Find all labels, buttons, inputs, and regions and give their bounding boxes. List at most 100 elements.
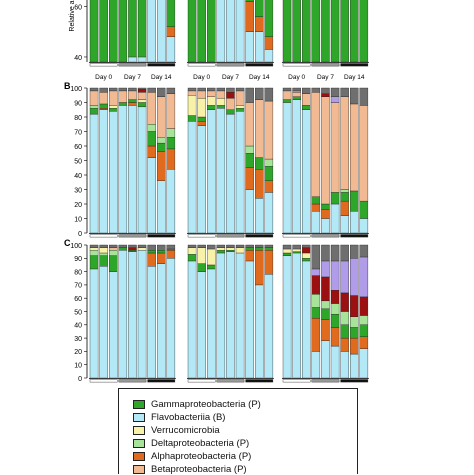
- bar-segment-grey: [282, 244, 292, 250]
- bar-segment-flavo: [245, 31, 254, 63]
- bar-segment-alpha: [264, 180, 274, 193]
- bar-segment-gamma: [128, 250, 137, 252]
- x-tick-label: Day 14: [249, 74, 270, 81]
- bar-segment-flavo: [235, 111, 245, 234]
- legend-label: Verrucomicrobia: [151, 424, 220, 436]
- bar-segment-grey: [128, 87, 137, 92]
- bar-segment-grey: [330, 244, 340, 262]
- bar-segment-delta: [321, 300, 330, 310]
- bar-segment-gamma: [166, 0, 176, 27]
- bar-segment-beta: [166, 93, 176, 129]
- bar-segment-verruco: [216, 97, 226, 106]
- bar-segment-verruco: [197, 97, 206, 118]
- bar-segment-alpha: [255, 250, 264, 286]
- bar-segment-gamma: [264, 166, 274, 181]
- bar-segment-gamma: [264, 247, 274, 251]
- bar-segment-beta: [109, 90, 118, 106]
- treatment-strip: [118, 234, 147, 238]
- y-tick-label: 10: [74, 216, 82, 223]
- bar-segment-alpha: [311, 317, 321, 352]
- bar-segment-grey: [226, 244, 235, 248]
- bar-segment-flavo: [89, 113, 99, 234]
- bar-segment-flavo: [137, 250, 147, 379]
- bar-segment-gamma: [255, 247, 264, 251]
- bar-segment-flavo: [118, 250, 128, 379]
- bar-segment-gamma: [359, 200, 369, 219]
- bar-segment-flavo: [109, 111, 118, 234]
- bar-segment-delta: [109, 250, 118, 256]
- bar-segment-grey: [157, 244, 166, 251]
- bar-segment-grey: [187, 87, 197, 92]
- bar-segment-grey: [311, 244, 321, 270]
- legend-item-alpha: Alphaproteobacteria (P): [133, 450, 251, 462]
- bar-segment-flavo: [330, 203, 340, 234]
- x-tick-label: Day 14: [344, 74, 365, 81]
- bar-segment-beta: [321, 96, 330, 205]
- bar-segment-beta: [99, 92, 108, 105]
- bar-segment-gamma: [109, 0, 118, 63]
- bar-segment-gamma: [282, 99, 292, 103]
- bar-segment-grey: [109, 244, 118, 248]
- bar-segment-grey: [89, 244, 99, 248]
- treatment-strip: [147, 234, 176, 238]
- bar-segment-flavo: [340, 351, 349, 379]
- bar-segment-grey: [321, 244, 330, 262]
- bar-segment-grey: [330, 87, 340, 97]
- bar-segment-alpha: [147, 252, 156, 267]
- bar-segment-gamma: [99, 103, 108, 109]
- legend-item-verruco: Verrucomicrobia: [133, 424, 220, 436]
- x-tick-label: Day 7: [124, 74, 141, 81]
- bar-segment-alpha: [311, 203, 321, 212]
- y-tick-label: 90: [74, 256, 82, 263]
- bar-segment-gamma: [187, 115, 197, 122]
- bar-segment-flavo: [118, 105, 128, 234]
- bar-segment-beta: [89, 90, 99, 106]
- bar-segment-gamma: [137, 0, 147, 58]
- y-tick-label: 0: [78, 231, 82, 238]
- bar-segment-alpha: [147, 145, 156, 158]
- bar-segment-grey: [147, 87, 156, 93]
- treatment-strip: [216, 63, 245, 67]
- bar-segment-gamma: [207, 105, 216, 110]
- bar-segment-verruco: [137, 247, 147, 251]
- bar-segment-flavo: [245, 260, 254, 379]
- bar-segment-gamma: [109, 108, 118, 112]
- bar-segment-flavo: [187, 260, 197, 379]
- bar-segment-verruco: [302, 252, 311, 259]
- legend-label: Betaproteobacteria (P): [151, 463, 247, 475]
- bar-segment-alpha: [245, 167, 254, 190]
- bar-segment-dark_red: [321, 93, 330, 97]
- bar-segment-gamma: [311, 0, 321, 63]
- bar-segment-flavo: [166, 36, 176, 63]
- treatment-strip: [311, 63, 340, 67]
- legend-label: Deltaproteobacteria (P): [151, 437, 250, 449]
- bar-segment-grey: [128, 244, 137, 248]
- legend-item-beta: Betaproteobacteria (P): [133, 463, 247, 475]
- bar-segment-gamma: [350, 0, 359, 63]
- bar-segment-alpha: [264, 36, 274, 50]
- legend-swatch-flavo: [133, 412, 145, 422]
- treatment-strip: [89, 63, 118, 67]
- bar-segment-flavo: [128, 251, 137, 379]
- bar-segment-gamma: [216, 105, 226, 109]
- bar-segment-delta: [330, 303, 340, 315]
- bar-segment-alpha: [321, 209, 330, 219]
- bar-segment-flavo: [166, 169, 176, 234]
- bar-segment-gamma: [330, 192, 340, 205]
- bar-segment-verruco: [216, 247, 226, 251]
- treatment-strip: [311, 234, 340, 238]
- x-tick-label: Day 7: [317, 74, 334, 81]
- bar-segment-alpha: [264, 250, 274, 275]
- legend-swatch-alpha: [133, 451, 145, 461]
- bar-segment-dark_red: [350, 295, 359, 317]
- bar-segment-beta: [255, 99, 264, 158]
- bar-segment-verruco: [89, 247, 99, 251]
- bar-segment-flavo: [157, 263, 166, 379]
- bar-segment-gamma: [311, 196, 321, 205]
- bar-segment-dark_red: [311, 275, 321, 295]
- bar-segment-grey: [311, 87, 321, 93]
- legend-item-gamma: Gammaproteobacteria (P): [133, 398, 261, 410]
- bar-segment-beta: [330, 102, 340, 193]
- bar-segment-grey: [340, 244, 349, 262]
- bar-segment-alpha: [340, 337, 349, 352]
